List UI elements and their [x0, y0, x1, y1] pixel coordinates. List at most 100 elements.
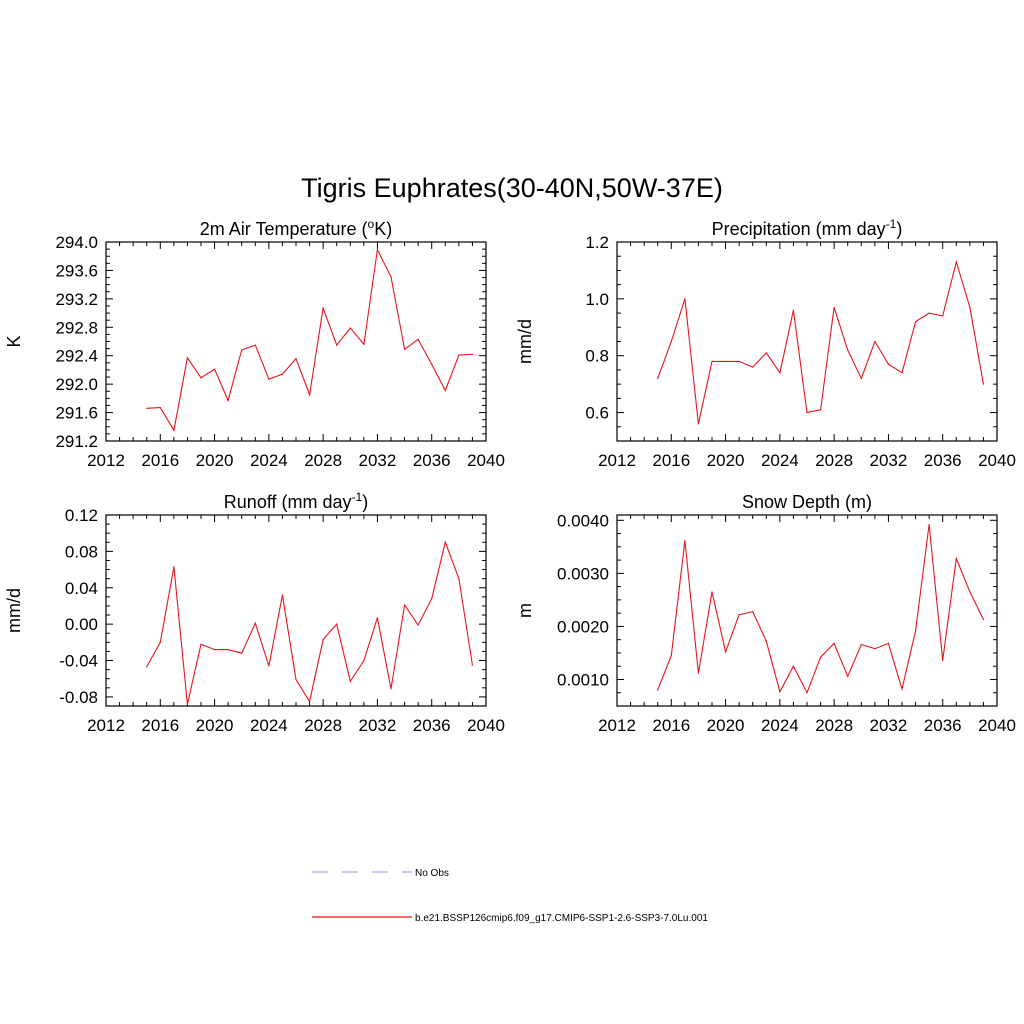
data-point	[670, 654, 672, 657]
data-point	[444, 389, 446, 392]
data-point	[268, 378, 270, 380]
x-tick-label: 2028	[304, 716, 342, 735]
legend-label: b.e21.BSSP126cmip6.f09_g17.CMIP6-SSP1-2.…	[415, 913, 708, 924]
data-point	[914, 321, 917, 323]
x-tick-label: 2036	[924, 716, 962, 735]
data-point	[779, 691, 781, 693]
x-tick-label: 2016	[141, 716, 179, 735]
y-tick-label: 293.2	[55, 290, 98, 309]
y-axis-label: mm/d	[4, 588, 24, 633]
data-point	[901, 688, 903, 690]
data-point	[322, 639, 324, 641]
panel-3: Runoff (mm day-1) mm/d 2012 2016 2020 2024 202…	[4, 490, 505, 735]
x-tick-label: 2040	[467, 716, 505, 735]
data-point	[268, 665, 270, 667]
data-point	[471, 664, 474, 666]
x-tick-label: 2040	[978, 451, 1016, 470]
data-point	[241, 349, 243, 351]
x-tick-label: 2040	[978, 716, 1016, 735]
x-tick-label: 2024	[250, 716, 288, 735]
data-point	[874, 648, 876, 650]
x-tick-label: 2028	[815, 716, 853, 735]
y-tick-label: 292.8	[55, 318, 98, 337]
x-tick-label: 2036	[924, 451, 962, 470]
data-point	[955, 557, 957, 560]
data-point	[308, 394, 311, 396]
data-point	[697, 672, 700, 674]
x-tick-label: 2036	[413, 451, 451, 470]
y-tick-label: 291.2	[55, 432, 98, 451]
y-tick-label: 294.0	[55, 233, 98, 252]
series-line	[657, 259, 984, 425]
x-tick-label: 2032	[359, 716, 397, 735]
y-tick-label: 0.0040	[557, 511, 609, 530]
data-point	[887, 642, 890, 644]
data-point	[874, 340, 876, 343]
y-axis-label: mm/d	[515, 319, 535, 364]
data-point	[322, 307, 324, 309]
data-point	[969, 306, 971, 308]
y-tick-label: 1.2	[585, 233, 609, 252]
data-point	[376, 249, 379, 251]
panels: 2m Air Temperature (oK) K 2012 2016 2020 2024…	[4, 217, 1016, 735]
x-tick-label: 2036	[413, 716, 451, 735]
data-point	[308, 700, 311, 703]
x-tick-label: 2024	[761, 451, 799, 470]
plot-frame	[616, 514, 998, 707]
data-point	[833, 306, 835, 308]
x-tick-label: 2012	[87, 451, 125, 470]
data-point	[670, 340, 672, 343]
y-tick-label: 0.8	[585, 347, 609, 366]
x-tick-label: 2016	[652, 451, 690, 470]
data-point	[928, 312, 930, 314]
data-point	[724, 360, 727, 362]
figure-title: Tigris Euphrates(30-40N,50W-37E)	[301, 173, 723, 203]
data-point	[444, 541, 446, 543]
data-point	[819, 409, 822, 411]
data-point	[146, 666, 148, 668]
y-tick-label: -0.08	[59, 688, 98, 707]
data-point	[417, 624, 419, 626]
x-tick-label: 2012	[87, 716, 125, 735]
x-tick-label: 2016	[652, 716, 690, 735]
panel-4: Snow Depth (m) m 2012 2016 2020 2024 2028 2032 2…	[515, 492, 1016, 735]
legend-label: No Obs	[415, 868, 449, 879]
data-point	[765, 352, 767, 354]
data-point	[887, 363, 890, 365]
y-axis-label: K	[4, 335, 24, 347]
data-point	[847, 675, 849, 677]
data-point	[213, 368, 216, 370]
data-point	[241, 652, 243, 654]
data-point	[349, 327, 351, 329]
panel-title: Runoff (mm day-1)	[224, 490, 368, 512]
data-point	[281, 594, 284, 596]
data-point	[738, 614, 740, 616]
data-point	[792, 309, 795, 311]
data-point	[724, 651, 727, 653]
data-point	[390, 688, 392, 690]
x-tick-label: 2012	[598, 451, 636, 470]
x-tick-label: 2040	[467, 451, 505, 470]
data-point	[200, 377, 202, 379]
x-tick-label: 2032	[359, 451, 397, 470]
data-point	[942, 315, 944, 317]
x-tick-label: 2020	[196, 451, 234, 470]
data-point	[227, 649, 229, 651]
x-tick-label: 2024	[250, 451, 288, 470]
data-point	[684, 298, 686, 300]
data-point	[928, 523, 930, 526]
y-tick-label: 0.04	[65, 579, 98, 598]
x-tick-label: 2016	[141, 451, 179, 470]
data-point	[403, 604, 406, 606]
data-point	[752, 610, 754, 613]
y-tick-label: 0.00	[65, 615, 98, 634]
x-tick-label: 2012	[598, 716, 636, 735]
series-line	[146, 540, 473, 705]
data-point	[254, 344, 256, 346]
data-point	[901, 372, 903, 374]
panel-title: 2m Air Temperature (oK)	[200, 217, 392, 239]
data-point	[860, 377, 862, 380]
panel-title: Snow Depth (m)	[742, 492, 872, 512]
data-point	[860, 643, 862, 646]
data-point	[711, 591, 713, 593]
